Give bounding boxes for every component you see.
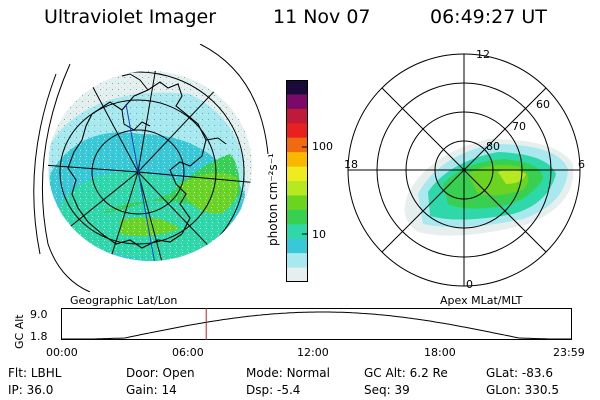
colorbar-tick-10: 10: [312, 228, 326, 241]
date-label: 11 Nov 07: [273, 6, 371, 28]
mlt-label-12: 12: [476, 48, 490, 61]
colorbar-band: [286, 181, 308, 196]
colorbar-band: [286, 152, 308, 168]
geographic-label: Geographic Lat/Lon: [70, 294, 178, 307]
instrument-title: Ultraviolet Imager: [44, 6, 217, 28]
info-door: Door: Open: [126, 366, 195, 380]
colorbar-band: [286, 253, 308, 269]
colorbar-band: [286, 224, 308, 240]
colorbar-scale: [286, 80, 308, 282]
colorbar-band: [286, 166, 308, 182]
info-flt: Flt: LBHL: [8, 366, 62, 380]
info-glat: GLat: -83.6: [486, 366, 553, 380]
colorbar-band: [286, 267, 308, 282]
colorbar-tick-100: 100: [312, 140, 333, 153]
xtick-0600: 06:00: [172, 346, 204, 359]
info-seq: Seq: 39: [364, 383, 410, 397]
mlat-label-80: 80: [486, 140, 500, 153]
colorbar-band: [286, 195, 308, 211]
info-glon: GLon: 330.5: [486, 383, 559, 397]
polar-plot: [347, 53, 581, 287]
info-ip: IP: 36.0: [8, 383, 54, 397]
colorbar-band: [286, 137, 308, 153]
colorbar-band: [286, 94, 308, 110]
altitude-ytick-high: 9.0: [30, 308, 48, 321]
info-dsp: Dsp: -5.4: [246, 383, 301, 397]
xtick-1800: 18:00: [424, 346, 456, 359]
colorbar-unit: photon cm⁻²s⁻¹: [266, 153, 280, 246]
info-gain: Gain: 14: [126, 383, 177, 397]
altitude-plot: [61, 308, 572, 340]
mlat-label-70: 70: [512, 120, 526, 133]
colorbar-band: [286, 209, 308, 225]
colorbar-band: [286, 123, 308, 139]
colorbar-band: [286, 238, 308, 254]
altitude-ytick-low: 1.8: [30, 330, 48, 343]
mlt-label-0: 0: [466, 278, 473, 291]
apex-label: Apex MLat/MLT: [440, 294, 523, 307]
mlt-label-18: 18: [344, 158, 358, 171]
xtick-2359: 23:59: [553, 346, 585, 359]
xtick-1200: 12:00: [297, 346, 329, 359]
time-label: 06:49:27 UT: [430, 6, 547, 28]
colorbar-band: [286, 108, 308, 124]
mlt-label-6: 6: [578, 158, 585, 171]
xtick-0000: 00:00: [46, 346, 78, 359]
altitude-ylabel: GC Alt: [13, 314, 26, 349]
mlat-label-60: 60: [536, 98, 550, 111]
info-mode: Mode: Normal: [246, 366, 330, 380]
colorbar-band: [286, 80, 308, 95]
info-gc-alt: GC Alt: 6.2 Re: [364, 366, 448, 380]
geographic-map: [33, 44, 269, 292]
